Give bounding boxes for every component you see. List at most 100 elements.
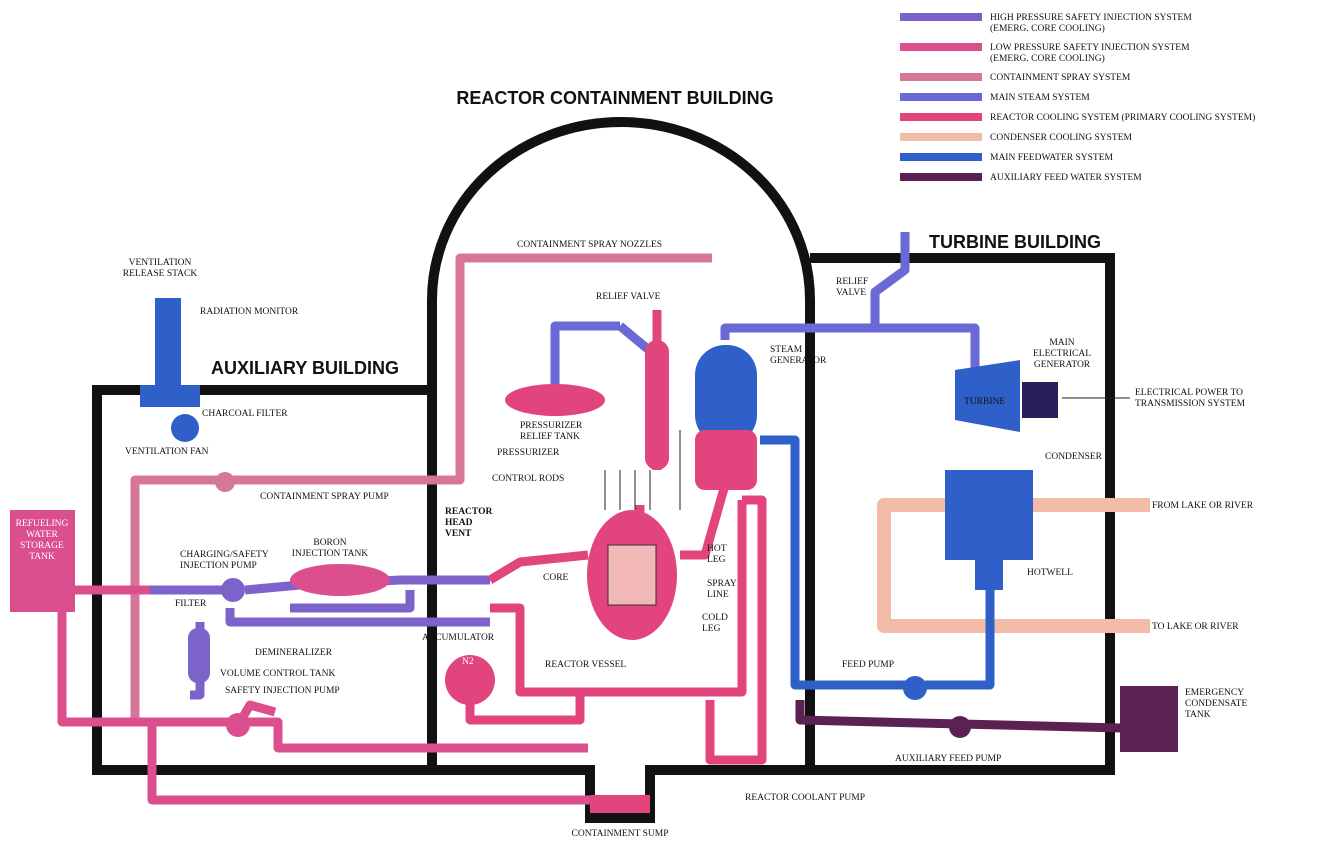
charging-pump bbox=[221, 578, 245, 602]
legend-label: CONTAINMENT SPRAY SYSTEM bbox=[990, 73, 1131, 83]
legend-swatch bbox=[900, 113, 982, 121]
label-line: AUXILIARY FEED PUMP bbox=[895, 754, 1001, 764]
label-line: PRESSURIZER bbox=[497, 448, 560, 458]
label-line: CONTAINMENT SPRAY SYSTEM bbox=[990, 73, 1131, 83]
legend-swatch bbox=[900, 153, 982, 161]
label-line: TURBINE bbox=[964, 397, 1005, 407]
label-line: MAIN bbox=[1049, 338, 1074, 348]
label-line: RELIEF bbox=[836, 277, 868, 287]
label: FEED PUMP bbox=[842, 660, 894, 670]
label-line: VENTILATION bbox=[129, 258, 192, 268]
label: COLDLEG bbox=[702, 613, 728, 634]
label-line: FEED PUMP bbox=[842, 660, 894, 670]
label: BORONINJECTION TANK bbox=[292, 538, 369, 559]
label-line: VENT bbox=[445, 529, 472, 539]
label-line: EMERGENCY bbox=[1185, 688, 1244, 698]
label: CONTAINMENT SUMP bbox=[572, 829, 669, 839]
label: DEMINERALIZER bbox=[255, 648, 333, 658]
sump-water bbox=[590, 795, 650, 813]
label-line: CONTAINMENT SUMP bbox=[572, 829, 669, 839]
building-title: TURBINE BUILDING bbox=[929, 232, 1101, 252]
label-line: RADIATION MONITOR bbox=[200, 307, 299, 317]
label-line: LEG bbox=[702, 624, 721, 634]
label-line: RELEASE STACK bbox=[123, 269, 198, 279]
legend-swatch bbox=[900, 13, 982, 21]
legend-label: CONDENSER COOLING SYSTEM bbox=[990, 133, 1133, 143]
ventilation-fan bbox=[171, 414, 199, 442]
condenser bbox=[945, 470, 1033, 560]
legend-swatch bbox=[900, 133, 982, 141]
label: CONTAINMENT SPRAY NOZZLES bbox=[517, 240, 662, 250]
label-line: CHARCOAL FILTER bbox=[202, 409, 288, 419]
label-line: N2 bbox=[462, 657, 474, 667]
label-line: MAIN FEEDWATER SYSTEM bbox=[990, 153, 1114, 163]
label-line: COLD bbox=[702, 613, 728, 623]
legend: HIGH PRESSURE SAFETY INJECTION SYSTEM(EM… bbox=[900, 13, 1255, 183]
label: CONTROL RODS bbox=[492, 474, 564, 484]
legend-label: REACTOR COOLING SYSTEM (PRIMARY COOLING … bbox=[990, 112, 1255, 123]
label-line: SAFETY INJECTION PUMP bbox=[225, 686, 340, 696]
label-line: FROM LAKE OR RIVER bbox=[1152, 501, 1254, 511]
label-line: CONTAINMENT SPRAY NOZZLES bbox=[517, 240, 662, 250]
label: FROM LAKE OR RIVER bbox=[1152, 501, 1254, 511]
label-line: INJECTION PUMP bbox=[180, 561, 257, 571]
emergency-tank bbox=[1120, 686, 1178, 752]
label-line: FILTER bbox=[175, 599, 207, 609]
label-line: AUXILIARY FEED WATER SYSTEM bbox=[990, 173, 1142, 183]
label-line: RELIEF VALVE bbox=[596, 292, 661, 302]
label-line: STEAM bbox=[770, 345, 803, 355]
building-title: REACTOR CONTAINMENT BUILDING bbox=[456, 88, 773, 108]
legend-swatch bbox=[900, 43, 982, 51]
label-line: HOTWELL bbox=[1027, 568, 1073, 578]
label: TURBINE bbox=[964, 397, 1005, 407]
label-line: HEAD bbox=[445, 518, 473, 528]
steam-generator-bottom bbox=[695, 430, 757, 490]
label-line: ELECTRICAL bbox=[1033, 349, 1091, 359]
label: HOTWELL bbox=[1027, 568, 1073, 578]
label: SAFETY INJECTION PUMP bbox=[225, 686, 340, 696]
label-line: REACTOR bbox=[445, 507, 492, 517]
label-line: PRESSURIZER bbox=[520, 421, 583, 431]
label: REACTOR COOLANT PUMP bbox=[745, 793, 865, 803]
label-line: TANK bbox=[29, 552, 55, 562]
legend-label: HIGH PRESSURE SAFETY INJECTION SYSTEM(EM… bbox=[990, 13, 1192, 34]
label-line: CONTAINMENT SPRAY PUMP bbox=[260, 492, 389, 502]
label: RADIATION MONITOR bbox=[200, 307, 299, 317]
core bbox=[608, 545, 656, 605]
label: VOLUME CONTROL TANK bbox=[220, 669, 335, 679]
label-line: LEG bbox=[707, 555, 726, 565]
label-line: CHARGING/SAFETY bbox=[180, 550, 269, 560]
label: CONTAINMENT SPRAY PUMP bbox=[260, 492, 389, 502]
label: CONDENSER bbox=[1045, 452, 1103, 462]
charcoal-filter bbox=[140, 385, 200, 407]
hotwell bbox=[975, 560, 1003, 590]
label-line: HOT bbox=[707, 544, 727, 554]
label-line: TRANSMISSION SYSTEM bbox=[1135, 399, 1246, 409]
label-line: (EMERG. CORE COOLING) bbox=[990, 23, 1105, 34]
label-line: CONDENSATE bbox=[1185, 699, 1247, 709]
label-line: BORON bbox=[313, 538, 346, 548]
label-line: GENERATOR bbox=[770, 356, 827, 366]
label-line: CORE bbox=[543, 573, 569, 583]
label-line: INJECTION TANK bbox=[292, 549, 369, 559]
label: PRESSURIZER bbox=[497, 448, 560, 458]
label-line: VALVE bbox=[836, 288, 866, 298]
label-line: WATER bbox=[26, 530, 58, 540]
label: HOTLEG bbox=[707, 544, 727, 565]
label-line: HIGH PRESSURE SAFETY INJECTION SYSTEM bbox=[990, 13, 1192, 23]
label: CHARCOAL FILTER bbox=[202, 409, 288, 419]
label-line: REACTOR COOLING SYSTEM (PRIMARY COOLING … bbox=[990, 112, 1255, 123]
label-line: SPRAY bbox=[707, 579, 737, 589]
label: ACCUMULATOR bbox=[422, 633, 495, 643]
label-line: STORAGE bbox=[20, 541, 64, 551]
label-line: CONDENSER bbox=[1045, 452, 1103, 462]
generator bbox=[1022, 382, 1058, 418]
label-line: LINE bbox=[707, 590, 729, 600]
volume-control-tank bbox=[188, 628, 210, 683]
pressurizer bbox=[645, 340, 669, 470]
legend-label: MAIN FEEDWATER SYSTEM bbox=[990, 153, 1114, 163]
